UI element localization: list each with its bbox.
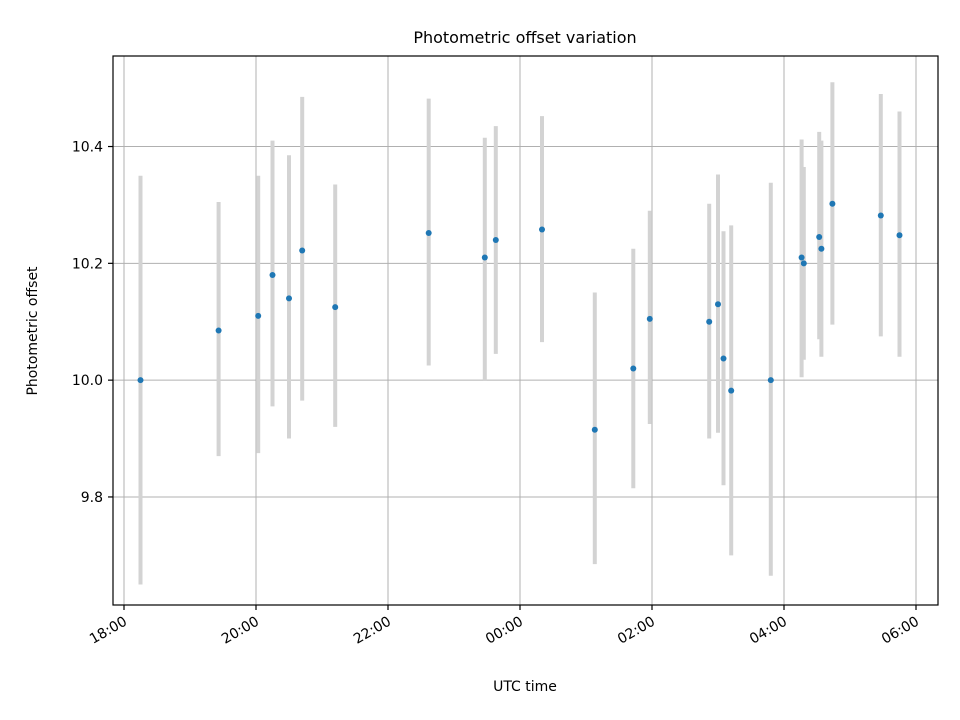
data-points <box>137 200 903 433</box>
data-point <box>818 245 825 252</box>
x-tick-label: 18:00 <box>87 614 130 648</box>
data-point <box>646 315 653 322</box>
x-tick-label: 06:00 <box>879 614 922 648</box>
data-point <box>215 327 222 334</box>
data-point <box>816 234 823 241</box>
data-point <box>767 377 774 384</box>
chart-title: Photometric offset variation <box>413 28 636 47</box>
data-point <box>630 365 637 372</box>
x-axis-label: UTC time <box>493 679 557 695</box>
y-tick-label: 9.8 <box>81 490 103 506</box>
data-point <box>728 387 735 394</box>
data-point <box>286 295 292 302</box>
x-tick-label: 00:00 <box>483 614 526 648</box>
data-point <box>137 377 144 384</box>
data-point <box>481 254 488 261</box>
data-point <box>877 212 884 219</box>
data-point <box>299 247 306 254</box>
data-point <box>829 200 836 207</box>
x-tick-label: 02:00 <box>615 614 658 648</box>
data-point <box>425 229 432 236</box>
x-tick-label: 04:00 <box>747 614 790 648</box>
y-tick-label: 10.4 <box>72 140 103 156</box>
y-tick-label: 10.2 <box>72 256 103 272</box>
y-tick-label: 10.0 <box>72 373 103 389</box>
data-point <box>332 304 339 311</box>
grid-layer <box>113 56 938 605</box>
data-point <box>720 355 727 362</box>
x-tick-label: 22:00 <box>351 614 394 648</box>
data-point <box>800 260 807 267</box>
data-point <box>492 236 499 243</box>
data-point <box>706 318 713 325</box>
data-point <box>591 426 598 433</box>
data-point <box>255 312 262 319</box>
data-point <box>539 226 545 233</box>
data-point <box>896 232 903 239</box>
data-point <box>798 254 805 261</box>
y-axis-label: Photometric offset <box>25 266 41 396</box>
data-point <box>715 301 721 308</box>
plot-frame <box>112 55 939 606</box>
data-point <box>269 272 276 279</box>
x-tick-label: 20:00 <box>219 614 262 648</box>
